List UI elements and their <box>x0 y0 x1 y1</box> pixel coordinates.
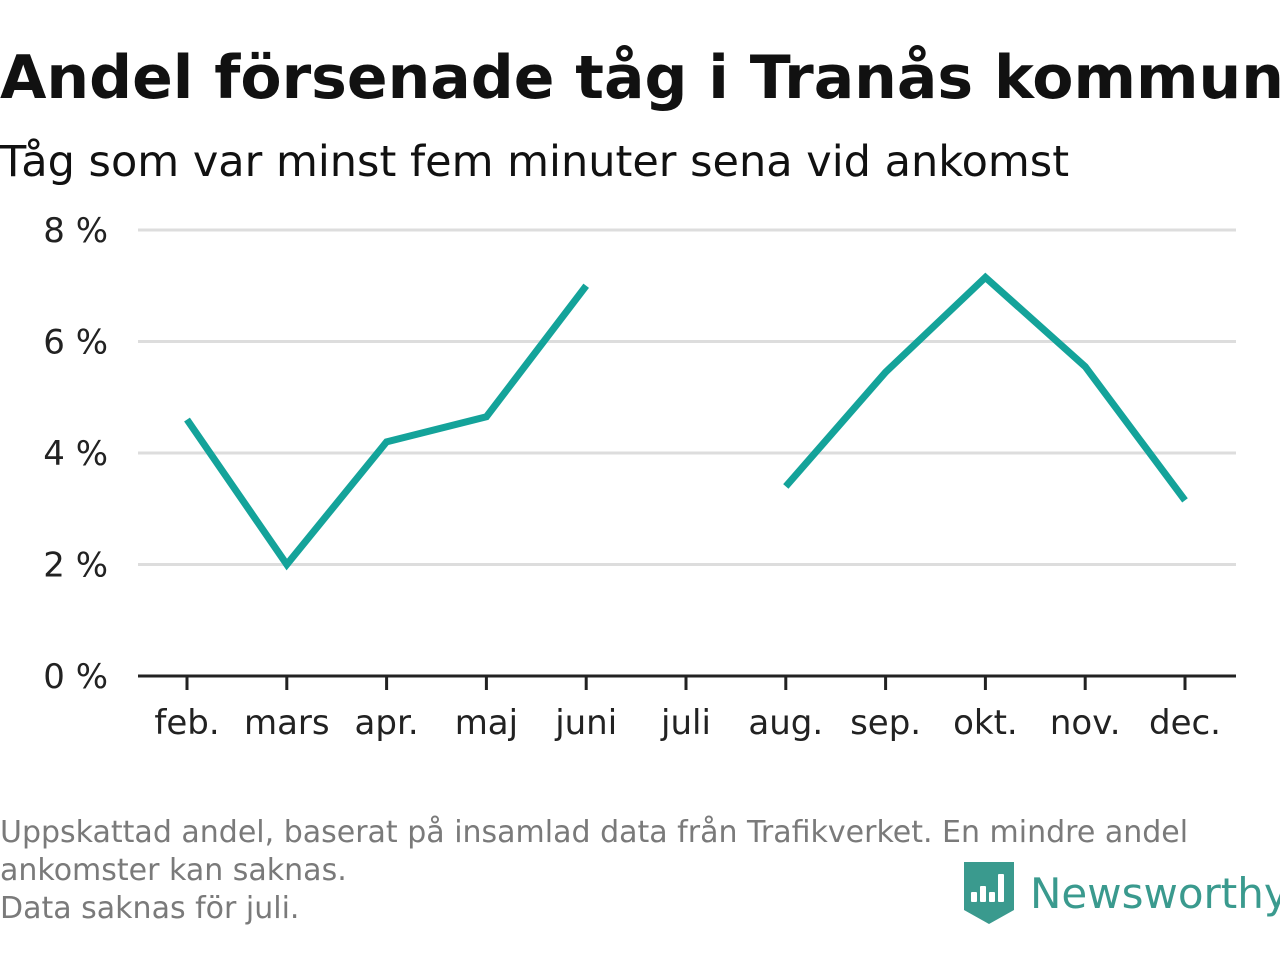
x-tick-label: sep. <box>850 703 921 743</box>
newsworthy-logo-icon <box>964 862 1014 924</box>
x-tick-label: maj <box>455 703 518 743</box>
x-tick-label: juni <box>554 703 617 743</box>
line-chart: 0 % 2 % 4 % 6 % 8 % feb. mars apr. maj juni juli a… <box>43 211 1236 743</box>
grid-layer <box>138 228 1236 566</box>
y-tick-label: 6 % <box>43 323 108 363</box>
x-axis: feb. mars apr. maj juni juli aug. sep. okt. nov. d… <box>138 674 1236 743</box>
y-axis: 0 % 2 % 4 % 6 % 8 % <box>43 211 108 697</box>
x-tick-label: juli <box>660 703 711 743</box>
y-tick-label: 0 % <box>43 657 108 697</box>
logo-text: Newsworthy <box>1030 868 1280 918</box>
chart-title: Andel försenade tåg i Tranås kommun <box>0 43 1280 113</box>
series-line <box>783 272 1188 503</box>
footnote-line-3: Data saknas för juli. <box>0 891 300 926</box>
y-tick-label: 4 % <box>43 434 108 474</box>
x-tick-label: nov. <box>1050 703 1121 743</box>
series-layer <box>184 272 1188 571</box>
x-tick-label: dec. <box>1149 703 1221 743</box>
footnote-line-1: Uppskattad andel, baserat på insamlad da… <box>0 815 1189 850</box>
y-tick-label: 2 % <box>43 546 108 586</box>
newsworthy-logo: Newsworthy <box>964 860 1280 926</box>
chart-subtitle: Tåg som var minst fem minuter sena vid a… <box>0 137 1070 187</box>
x-tick-label: feb. <box>154 703 219 743</box>
x-tick-label: mars <box>244 703 330 743</box>
x-tick-label: apr. <box>355 703 419 743</box>
footnote: Uppskattad andel, baserat på insamlad da… <box>0 814 1270 928</box>
x-tick-label: aug. <box>748 703 823 743</box>
x-tick-label: okt. <box>953 703 1018 743</box>
footnote-line-2: ankomster kan saknas. <box>0 853 347 888</box>
y-tick-label: 8 % <box>43 211 108 251</box>
series-line <box>184 283 589 571</box>
